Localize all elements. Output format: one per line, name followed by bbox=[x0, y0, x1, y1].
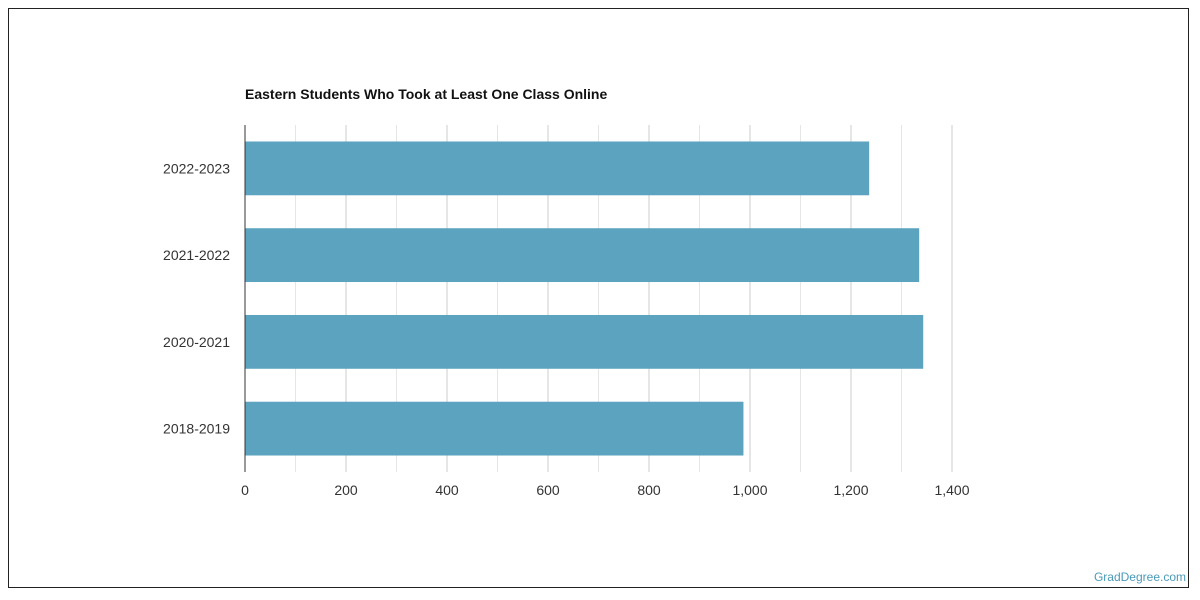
bar-2021-2022 bbox=[245, 228, 920, 283]
x-tick-label: 1,400 bbox=[934, 482, 969, 498]
x-tick-label: 200 bbox=[334, 482, 358, 498]
x-tick-label: 1,000 bbox=[732, 482, 767, 498]
x-tick-label: 0 bbox=[241, 482, 249, 498]
chart-title: Eastern Students Who Took at Least One C… bbox=[245, 86, 608, 102]
category-label: 2018-2019 bbox=[163, 421, 230, 437]
watermark-link[interactable]: GradDegree.com bbox=[1093, 570, 1186, 584]
chart-frame bbox=[8, 8, 1189, 588]
category-label: 2022-2023 bbox=[163, 160, 230, 176]
category-label: 2020-2021 bbox=[163, 334, 230, 350]
bar-2022-2023 bbox=[245, 141, 870, 196]
x-tick-label: 1,200 bbox=[833, 482, 868, 498]
bar-2018-2019 bbox=[245, 401, 744, 456]
x-tick-label: 800 bbox=[637, 482, 661, 498]
x-tick-label: 400 bbox=[435, 482, 459, 498]
category-label: 2021-2022 bbox=[163, 247, 230, 263]
x-tick-label: 600 bbox=[536, 482, 560, 498]
bar-2020-2021 bbox=[245, 314, 924, 369]
